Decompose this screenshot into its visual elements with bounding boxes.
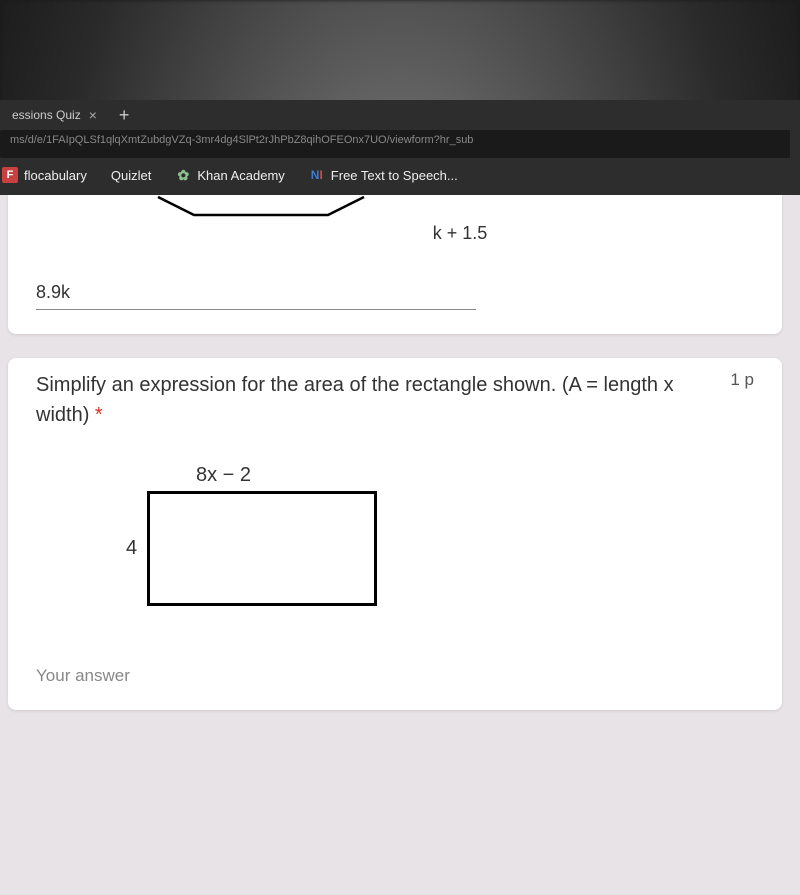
question-text-content: Simplify an expression for the area of t… xyxy=(36,374,674,426)
trapezoid-figure: k + 1.5 xyxy=(36,195,754,244)
tts-icon: NI xyxy=(309,167,325,183)
trapezoid-shape xyxy=(156,195,366,217)
browser-chrome: essions Quiz × + ms/d/e/1FAIpQLSf1qlqXmt… xyxy=(0,100,800,195)
bookmark-label: Khan Academy xyxy=(197,168,284,183)
bookmark-label: flocabulary xyxy=(24,168,87,183)
answer-input-empty[interactable]: Your answer xyxy=(36,666,754,686)
question-text: Simplify an expression for the area of t… xyxy=(36,370,710,430)
answer-placeholder: Your answer xyxy=(36,666,130,685)
khan-icon: ✿ xyxy=(175,167,191,183)
rectangle-side-label: 4 xyxy=(126,537,137,560)
trapezoid-bottom-label: k + 1.5 xyxy=(156,223,754,244)
browser-tab[interactable]: essions Quiz × xyxy=(0,101,109,129)
tab-bar: essions Quiz × + xyxy=(0,100,800,130)
close-icon[interactable]: × xyxy=(89,107,97,123)
bookmark-label: Free Text to Speech... xyxy=(331,168,458,183)
bookmark-flocabulary[interactable]: F flocabulary xyxy=(2,167,87,183)
rectangle-figure: 8x − 2 4 xyxy=(36,464,754,606)
url-text: ms/d/e/1FAIpQLSf1qlqXmtZubdgVZq-3mr4dg4S… xyxy=(10,134,473,146)
question-card-prev: k + 1.5 8.9k xyxy=(8,195,782,334)
answer-value: 8.9k xyxy=(36,282,70,302)
new-tab-button[interactable]: + xyxy=(109,105,140,126)
bookmark-tts[interactable]: NI Free Text to Speech... xyxy=(309,167,458,183)
tab-title: essions Quiz xyxy=(12,108,81,122)
laptop-screen: essions Quiz × + ms/d/e/1FAIpQLSf1qlqXmt… xyxy=(0,100,800,800)
url-bar[interactable]: ms/d/e/1FAIpQLSf1qlqXmtZubdgVZq-3mr4dg4S… xyxy=(0,130,790,158)
bookmark-khan[interactable]: ✿ Khan Academy xyxy=(175,167,284,183)
required-marker: * xyxy=(95,404,103,426)
flocabulary-icon: F xyxy=(2,167,18,183)
question-points: 1 p xyxy=(730,370,754,390)
question-card-current: Simplify an expression for the area of t… xyxy=(8,358,782,710)
rectangle-top-label: 8x − 2 xyxy=(126,464,754,487)
bookmarks-bar: F flocabulary Quizlet ✿ Khan Academy NI … xyxy=(0,158,800,192)
form-content: k + 1.5 8.9k Simplify an expression for … xyxy=(0,195,800,895)
bookmark-quizlet[interactable]: Quizlet xyxy=(111,168,151,183)
answer-input-filled[interactable]: 8.9k xyxy=(36,282,476,310)
bookmark-label: Quizlet xyxy=(111,168,151,183)
rectangle-shape xyxy=(147,491,377,606)
